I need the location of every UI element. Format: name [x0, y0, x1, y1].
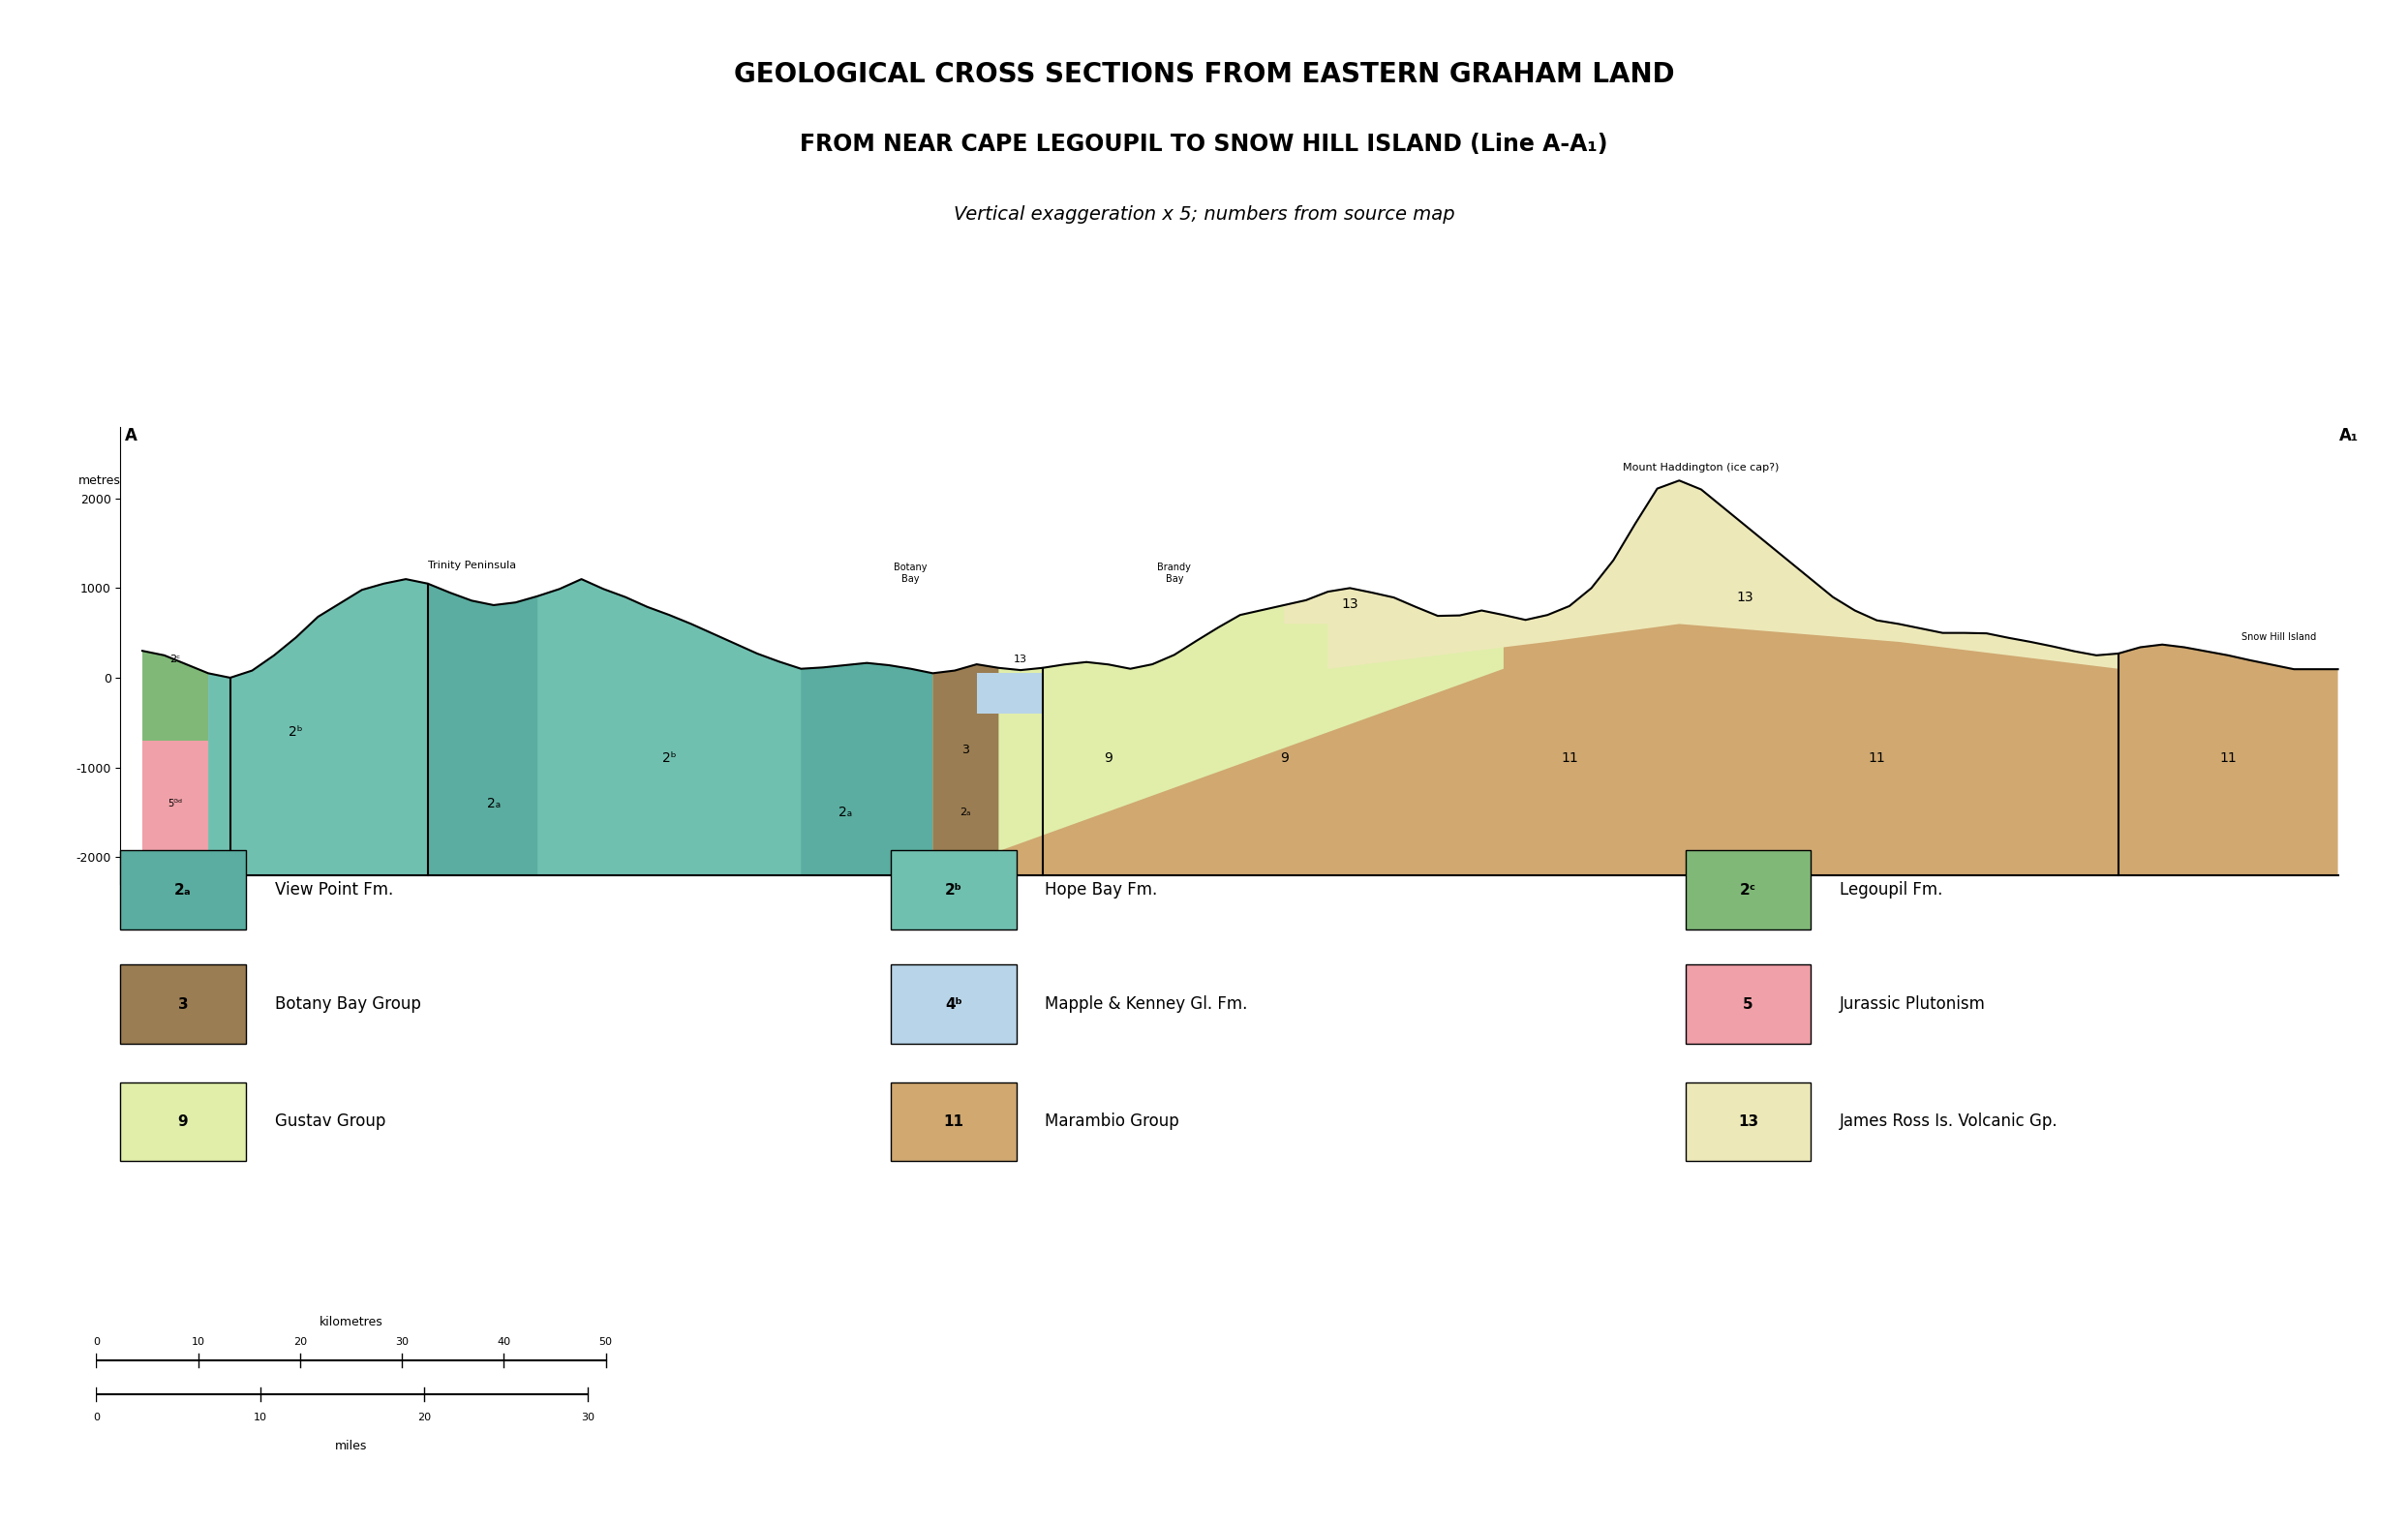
Text: 13: 13 [1341, 597, 1358, 611]
Text: 0: 0 [94, 1337, 99, 1347]
Text: 2ᵇ: 2ᵇ [944, 882, 963, 898]
Text: Brandy
Bay: Brandy Bay [1158, 562, 1192, 584]
Text: Mapple & Kenney Gl. Fm.: Mapple & Kenney Gl. Fm. [1045, 995, 1247, 1013]
Text: Hope Bay Fm.: Hope Bay Fm. [1045, 881, 1158, 899]
Text: Jurassic Plutonism: Jurassic Plutonism [1840, 995, 1987, 1013]
Polygon shape [537, 579, 802, 875]
Text: 0: 0 [94, 1413, 99, 1422]
Text: 2ₐ: 2ₐ [486, 797, 501, 811]
Text: 20: 20 [294, 1337, 306, 1347]
Text: 5: 5 [1743, 997, 1753, 1012]
Text: Vertical exaggeration x 5; numbers from source map: Vertical exaggeration x 5; numbers from … [954, 206, 1454, 224]
Text: 9: 9 [178, 1114, 188, 1129]
Text: 9: 9 [1279, 751, 1288, 765]
Text: Mount Haddington (ice cap?): Mount Haddington (ice cap?) [1623, 463, 1780, 472]
Polygon shape [932, 664, 999, 875]
Text: 2ₐ: 2ₐ [961, 808, 970, 817]
Text: James Ross Is. Volcanic Gp.: James Ross Is. Volcanic Gp. [1840, 1113, 2059, 1131]
Text: 13: 13 [1739, 1114, 1758, 1129]
Text: A: A [125, 427, 137, 445]
Text: 11: 11 [1560, 751, 1577, 765]
Text: 10: 10 [190, 1337, 205, 1347]
Text: 2ᵇ: 2ᵇ [662, 751, 677, 765]
Text: Legoupil Fm.: Legoupil Fm. [1840, 881, 1943, 899]
Text: 3: 3 [178, 997, 188, 1012]
Text: 11: 11 [1869, 751, 1885, 765]
Text: 30: 30 [580, 1413, 595, 1422]
Text: 13: 13 [1736, 590, 1753, 604]
Text: 3: 3 [961, 744, 970, 756]
Text: metres: metres [77, 474, 120, 486]
Text: 50: 50 [600, 1337, 612, 1347]
Polygon shape [207, 579, 429, 875]
Text: 2ᶜ: 2ᶜ [171, 655, 181, 664]
Text: 40: 40 [496, 1337, 510, 1347]
Text: kilometres: kilometres [320, 1315, 383, 1327]
Text: miles: miles [335, 1440, 366, 1452]
Text: 10: 10 [253, 1413, 267, 1422]
Text: Snow Hill Island: Snow Hill Island [2242, 632, 2316, 642]
Polygon shape [978, 674, 1043, 713]
Text: Gustav Group: Gustav Group [275, 1113, 385, 1131]
Text: 2ₐ: 2ₐ [838, 805, 852, 818]
Text: 9: 9 [1105, 751, 1112, 765]
Text: 30: 30 [395, 1337, 409, 1347]
Polygon shape [142, 741, 207, 875]
Polygon shape [142, 651, 207, 875]
Text: Marambio Group: Marambio Group [1045, 1113, 1180, 1131]
Polygon shape [1283, 588, 1416, 623]
Polygon shape [231, 579, 932, 875]
Text: 5ᴳᵈ: 5ᴳᵈ [169, 799, 183, 808]
Text: Trinity Peninsula: Trinity Peninsula [429, 561, 515, 570]
Text: 2ᵇ: 2ᵇ [289, 725, 303, 738]
Text: 20: 20 [417, 1413, 431, 1422]
Text: 13: 13 [1014, 655, 1028, 664]
Text: Botany
Bay: Botany Bay [893, 562, 927, 584]
Text: 11: 11 [2220, 751, 2237, 765]
Text: Botany Bay Group: Botany Bay Group [275, 995, 421, 1013]
Text: A₁: A₁ [2338, 427, 2357, 445]
Text: View Point Fm.: View Point Fm. [275, 881, 393, 899]
Text: 2ₐ: 2ₐ [173, 882, 193, 898]
Text: GEOLOGICAL CROSS SECTIONS FROM EASTERN GRAHAM LAND: GEOLOGICAL CROSS SECTIONS FROM EASTERN G… [734, 61, 1674, 88]
Polygon shape [932, 588, 1503, 875]
Text: 11: 11 [944, 1114, 963, 1129]
Text: 2ᶜ: 2ᶜ [1741, 882, 1755, 898]
Polygon shape [932, 480, 2338, 875]
Text: FROM NEAR CAPE LEGOUPIL TO SNOW HILL ISLAND (Line A-A₁): FROM NEAR CAPE LEGOUPIL TO SNOW HILL ISL… [799, 133, 1609, 155]
Text: 4ᵇ: 4ᵇ [944, 997, 963, 1012]
Polygon shape [1327, 480, 2119, 669]
